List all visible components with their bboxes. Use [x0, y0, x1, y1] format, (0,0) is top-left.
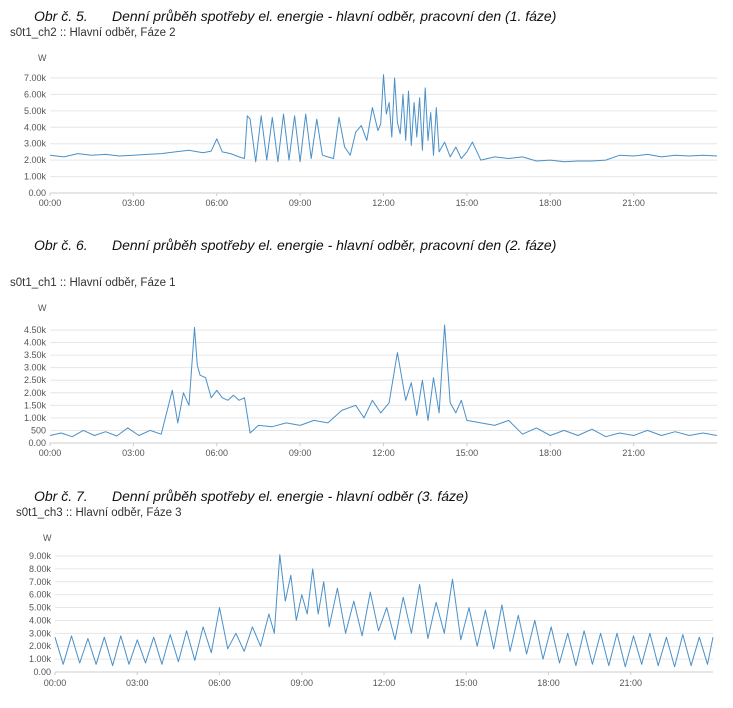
y-tick-label: 4.00k [24, 338, 47, 348]
x-tick-label: 06:00 [208, 678, 231, 688]
y-tick-label: 500 [31, 425, 46, 435]
x-tick-label: 12:00 [372, 448, 395, 458]
x-tick-label: 12:00 [373, 678, 396, 688]
y-tick-label: 8.00k [29, 564, 52, 574]
x-tick-label: 09:00 [290, 678, 313, 688]
x-tick-label: 00:00 [39, 198, 62, 208]
figure-title: Denní průběh spotřeby el. energie - hlav… [112, 237, 557, 253]
x-tick-label: 21:00 [622, 198, 645, 208]
y-unit-label: W [38, 53, 47, 63]
y-tick-label: 1.00k [29, 654, 52, 664]
series-line [49, 74, 718, 163]
y-tick-label: 0.00 [33, 667, 51, 677]
x-tick-label: 18:00 [539, 448, 562, 458]
y-tick-label: 2.00k [24, 155, 47, 165]
chart-subtitle: s0t1_ch3 :: Hlavní odběr, Fáze 3 [16, 507, 182, 519]
y-tick-label: 3.00k [29, 628, 52, 638]
figure-caption: Obr č. 7. Denní průběh spotřeby el. energ… [34, 488, 468, 504]
x-tick-label: 00:00 [44, 678, 67, 688]
y-tick-label: 3.00k [24, 363, 47, 373]
y-tick-label: 0.00 [28, 438, 46, 448]
figure-number: Obr č. 6. [34, 237, 88, 253]
y-tick-label: 3.00k [24, 139, 47, 149]
figure-1: Obr č. 5. Denní průběh spotřeby el. energ… [0, 0, 733, 230]
x-tick-label: 15:00 [456, 198, 479, 208]
x-tick-label: 18:00 [539, 198, 562, 208]
y-tick-label: 1.00k [24, 172, 47, 182]
x-tick-label: 09:00 [289, 448, 312, 458]
x-tick-label: 06:00 [205, 448, 228, 458]
x-tick-label: 03:00 [122, 198, 145, 208]
y-tick-label: 7.00k [29, 577, 52, 587]
y-tick-label: 2.00k [24, 388, 47, 398]
x-tick-label: 06:00 [205, 198, 228, 208]
x-tick-label: 09:00 [289, 198, 312, 208]
y-tick-label: 6.00k [24, 89, 47, 99]
x-tick-label: 03:00 [122, 448, 145, 458]
y-tick-label: 4.50k [24, 325, 47, 335]
y-tick-label: 4.00k [24, 122, 47, 132]
y-tick-label: 2.00k [29, 641, 52, 651]
series-line [54, 554, 714, 668]
figure-title: Denní průběh spotřeby el. energie - hlav… [112, 488, 469, 504]
y-tick-label: 5.00k [29, 603, 52, 613]
chart-subtitle: s0t1_ch2 :: Hlavní odběr, Fáze 2 [10, 27, 176, 39]
y-tick-label: 0.00 [28, 188, 46, 198]
y-tick-label: 6.00k [29, 590, 52, 600]
figure-caption: Obr č. 5. Denní průběh spotřeby el. energ… [34, 8, 556, 24]
x-tick-label: 15:00 [456, 448, 479, 458]
y-tick-label: 5.00k [24, 106, 47, 116]
series-line [49, 324, 718, 438]
x-tick-label: 00:00 [39, 448, 62, 458]
chart-subtitle: s0t1_ch1 :: Hlavní odběr, Fáze 1 [10, 277, 176, 289]
y-tick-label: 4.00k [29, 615, 52, 625]
figure-number: Obr č. 7. [34, 488, 88, 504]
x-tick-label: 12:00 [372, 198, 395, 208]
x-tick-label: 21:00 [619, 678, 642, 688]
y-tick-label: 1.50k [24, 400, 47, 410]
x-tick-label: 21:00 [622, 448, 645, 458]
figure-title: Denní průběh spotřeby el. energie - hlav… [112, 8, 557, 24]
y-unit-label: W [43, 533, 52, 543]
x-tick-label: 03:00 [126, 678, 149, 688]
figure-caption: Obr č. 6. Denní průběh spotřeby el. energ… [34, 237, 556, 253]
y-tick-label: 7.00k [24, 73, 47, 83]
figure-number: Obr č. 5. [34, 8, 88, 24]
y-unit-label: W [38, 303, 47, 313]
y-tick-label: 9.00k [29, 551, 52, 561]
y-tick-label: 1.00k [24, 413, 47, 423]
line-chart-1: 0.00 1.00k 2.00k 3.00k 4.00k 5.00k 6.00k 7.00k 0… [24, 73, 718, 208]
x-tick-label: 18:00 [537, 678, 560, 688]
y-tick-label: 3.50k [24, 350, 47, 360]
x-tick-label: 15:00 [455, 678, 478, 688]
y-tick-label: 2.50k [24, 375, 47, 385]
